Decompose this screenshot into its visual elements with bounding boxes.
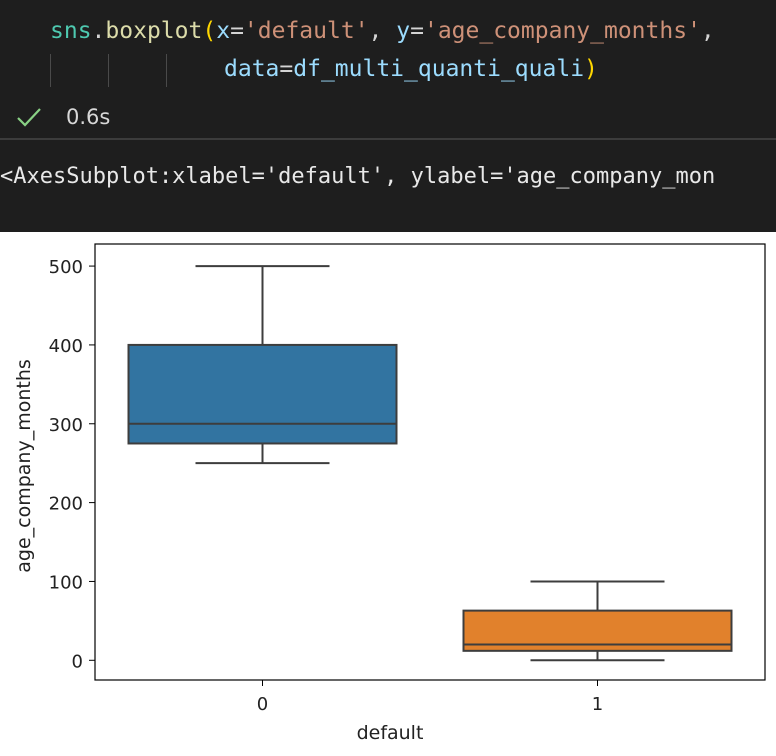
code-line-1-token: 'default' bbox=[243, 18, 369, 44]
x-tick-label: 1 bbox=[592, 694, 603, 715]
y-tick-label: 100 bbox=[49, 572, 83, 593]
y-axis-label: age_company_months bbox=[13, 359, 35, 573]
y-tick-label: 400 bbox=[49, 336, 83, 357]
code-line-1-token: y bbox=[396, 18, 411, 44]
y-tick-label: 300 bbox=[49, 415, 83, 436]
indent-guide bbox=[166, 54, 167, 87]
cell-divider bbox=[0, 138, 776, 140]
x-tick-label: 0 bbox=[257, 694, 268, 715]
output-repr: <AxesSubplot:xlabel='default', ylabel='a… bbox=[0, 164, 716, 189]
y-tick-label: 200 bbox=[49, 494, 83, 515]
indent-guide bbox=[108, 54, 109, 87]
code-line-1-token: boxplot bbox=[105, 18, 203, 44]
y-tick-label: 500 bbox=[49, 257, 83, 278]
code-line-1-token: x bbox=[216, 18, 231, 44]
code-line-2-token: ) bbox=[584, 56, 598, 82]
x-axis-label: default bbox=[357, 722, 424, 744]
code-line-1-token: 'age_company_months' bbox=[423, 18, 701, 44]
code-line-1-token: , bbox=[368, 18, 397, 44]
code-line-1-token: = bbox=[410, 18, 424, 44]
code-line-1-token: , bbox=[700, 18, 715, 44]
y-tick-label: 0 bbox=[72, 651, 83, 672]
execution-time: 0.6s bbox=[66, 105, 111, 129]
code-line-2-token: data bbox=[224, 56, 280, 82]
code-cell[interactable]: sns.boxplot(x='default', y='age_company_… bbox=[0, 0, 776, 140]
axes-frame bbox=[94, 243, 766, 681]
code-line-2-token: df_multi_quanti_quali bbox=[293, 56, 585, 82]
code-line-1-token: = bbox=[230, 18, 244, 44]
box-0 bbox=[127, 343, 398, 445]
check-icon bbox=[17, 108, 41, 127]
code-line-1-token: ( bbox=[202, 18, 217, 44]
output-text: <AxesSubplot:xlabel='default', ylabel='a… bbox=[0, 140, 776, 232]
execution-status: 0.6s bbox=[0, 100, 776, 138]
code-line-1[interactable]: sns.boxplot(x='default', y='age_company_… bbox=[50, 18, 715, 44]
code-line-1-token: . bbox=[91, 18, 106, 44]
code-line-2-token: = bbox=[279, 56, 294, 82]
boxplot-chart: 0 100 200 300 400 500 0 1 default age_company_mon… bbox=[13, 243, 766, 744]
code-line-1-token: sns bbox=[50, 18, 92, 44]
code-line-2[interactable]: data=df_multi_quanti_quali) bbox=[224, 56, 598, 82]
indent-guide bbox=[50, 54, 51, 87]
plot-output: 0 100 200 300 400 500 0 1 default age_company_mon… bbox=[0, 232, 776, 752]
